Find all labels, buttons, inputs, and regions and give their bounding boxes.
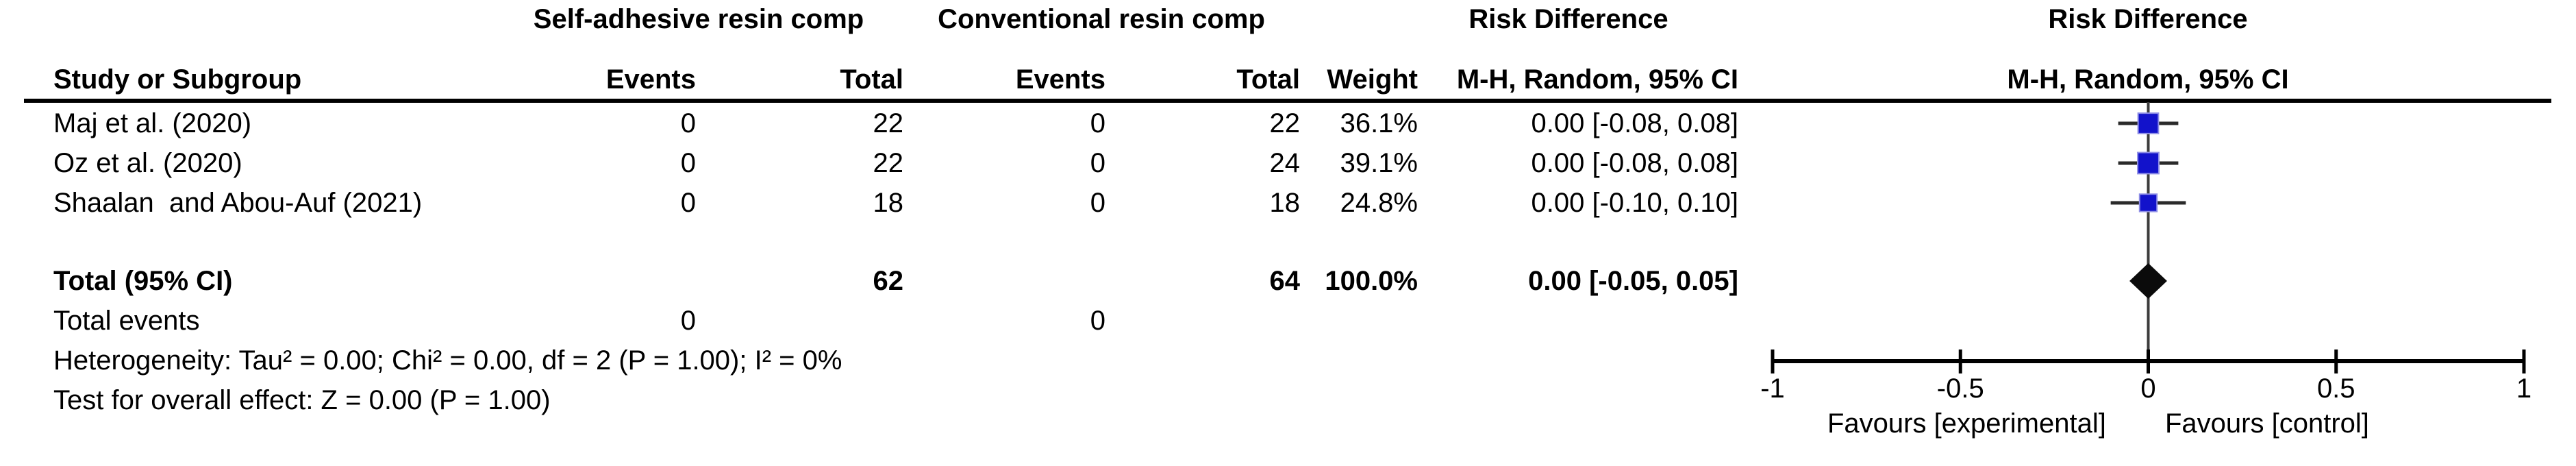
favours-experimental-label: Favours [experimental]	[1827, 408, 2106, 439]
cell-total-exp: 18	[873, 188, 904, 218]
total-exp-sum: 62	[873, 266, 904, 296]
header-study-or-subgroup: Study or Subgroup	[53, 64, 302, 95]
study-label: Oz et al. (2020)	[53, 148, 242, 178]
total-weight: 100.0%	[1325, 266, 1418, 296]
x-axis-tick-label: -0.5	[1937, 373, 1984, 404]
header-events-control: Events	[1015, 64, 1105, 95]
cell-ci: 0.00 [-0.08, 0.08]	[1531, 108, 1738, 138]
total-events-exp-value: 0	[680, 306, 696, 336]
total-ctrl-sum: 64	[1269, 266, 1301, 296]
cell-events-ctrl: 0	[1090, 108, 1105, 138]
effect-header-text-column: Risk Difference	[1468, 4, 1668, 34]
study-label: Shaalan and Abou-Auf (2021)	[53, 188, 423, 218]
cell-total-ctrl: 22	[1269, 108, 1301, 138]
study-point-square	[2138, 193, 2158, 212]
column-group-header-experimental: Self-adhesive resin comp	[533, 4, 864, 34]
total-row-label: Total (95% CI)	[53, 266, 233, 296]
cell-ci: 0.00 [-0.08, 0.08]	[1531, 148, 1738, 178]
cell-events-exp: 0	[680, 108, 696, 138]
pooled-estimate-diamond	[2129, 263, 2167, 299]
header-total-experimental: Total	[840, 64, 903, 95]
cell-events-ctrl: 0	[1090, 188, 1105, 218]
header-total-control: Total	[1236, 64, 1300, 95]
x-axis-tick-label: 1	[2516, 373, 2531, 404]
total-events-ctrl-value: 0	[1090, 306, 1105, 336]
header-ci-text-column: M-H, Random, 95% CI	[1456, 64, 1738, 95]
header-ci-plot-column: M-H, Random, 95% CI	[2007, 64, 2289, 95]
header-rule	[24, 99, 2551, 103]
study-point-square	[2137, 112, 2160, 134]
cell-events-ctrl: 0	[1090, 148, 1105, 178]
header-weight: Weight	[1327, 64, 1418, 95]
cell-events-exp: 0	[680, 148, 696, 178]
cell-weight: 36.1%	[1340, 108, 1418, 138]
cell-weight: 39.1%	[1340, 148, 1418, 178]
cell-events-exp: 0	[680, 188, 696, 218]
overall-effect-test: Test for overall effect: Z = 0.00 (P = 1…	[53, 385, 551, 415]
study-label: Maj et al. (2020)	[53, 108, 252, 138]
column-group-header-control: Conventional resin comp	[938, 4, 1265, 34]
x-axis-tick-label: -1	[1760, 373, 1785, 404]
cell-ci: 0.00 [-0.10, 0.10]	[1531, 188, 1738, 218]
heterogeneity-stats: Heterogeneity: Tau² = 0.00; Chi² = 0.00,…	[53, 345, 842, 376]
cell-total-ctrl: 18	[1269, 188, 1301, 218]
study-point-square	[2137, 151, 2160, 175]
cell-total-exp: 22	[873, 148, 904, 178]
total-ci: 0.00 [-0.05, 0.05]	[1528, 266, 1738, 296]
header-events-experimental: Events	[605, 64, 696, 95]
total-events-label: Total events	[53, 306, 200, 336]
x-axis-tick-label: 0	[2140, 373, 2155, 404]
cell-total-exp: 22	[873, 108, 904, 138]
favours-control-label: Favours [control]	[2165, 408, 2369, 439]
cell-total-ctrl: 24	[1269, 148, 1301, 178]
x-axis-tick-label: 0.5	[2317, 373, 2355, 404]
effect-header-plot-column: Risk Difference	[2048, 4, 2248, 34]
cell-weight: 24.8%	[1340, 188, 1418, 218]
